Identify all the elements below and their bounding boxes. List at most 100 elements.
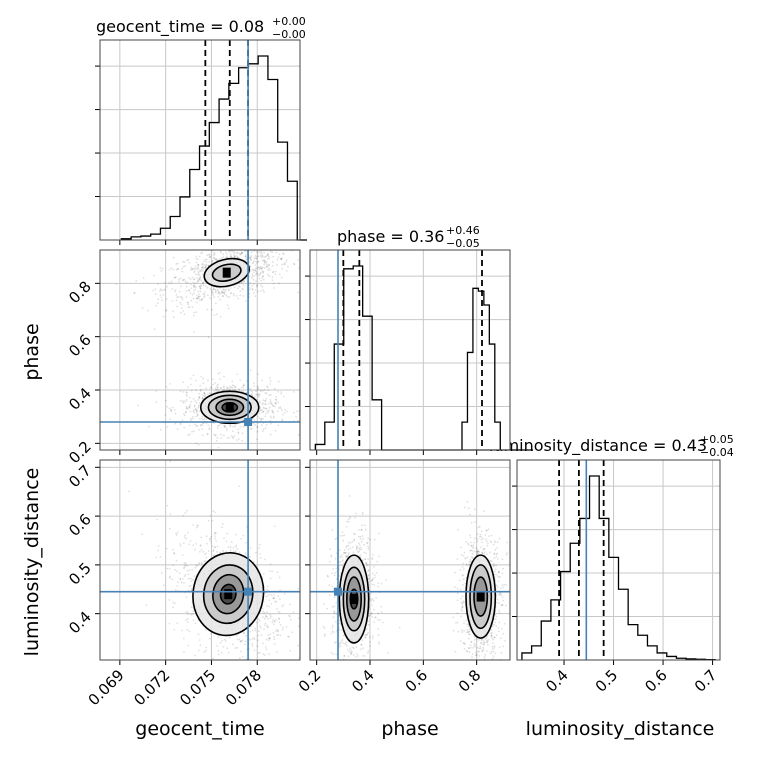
density-geocent-time-vs-phase-point: [185, 285, 188, 288]
density-phase-vs-luminosity-distance-point: [463, 506, 466, 509]
density-phase-vs-luminosity-distance-point: [495, 625, 498, 627]
density-geocent-time-vs-luminosity-distance-point: [171, 578, 174, 581]
density-geocent-time-vs-luminosity-distance-point: [224, 638, 226, 641]
density-phase-vs-luminosity-distance-point: [367, 545, 369, 548]
density-geocent-time-vs-phase-point: [198, 285, 201, 288]
density-geocent-time-vs-phase-point: [292, 411, 295, 414]
density-geocent-time-vs-luminosity-distance-point: [264, 654, 266, 656]
density-geocent-time-vs-luminosity-distance-point: [183, 566, 186, 569]
density-geocent-time-vs-phase-point: [194, 400, 197, 402]
density-geocent-time-vs-phase-point: [217, 386, 219, 388]
density-geocent-time-vs-phase-point: [191, 276, 194, 279]
density-phase-vs-luminosity-distance-point: [466, 629, 469, 631]
density-geocent-time-vs-phase-point: [295, 415, 297, 418]
density-geocent-time-vs-phase-point: [269, 380, 272, 382]
density-geocent-time-vs-phase-point: [189, 278, 192, 281]
density-geocent-time-vs-phase-point: [236, 252, 238, 255]
density-geocent-time-vs-luminosity-distance-point: [235, 544, 237, 547]
density-geocent-time-vs-phase-point: [279, 407, 282, 410]
density-geocent-time-vs-luminosity-distance-point: [216, 551, 218, 553]
density-geocent-time-vs-phase-point: [183, 261, 186, 263]
density-phase-vs-luminosity-distance-point: [371, 583, 373, 586]
density-geocent-time-vs-phase-point: [260, 279, 262, 282]
density-phase-vs-luminosity-distance-point: [369, 593, 372, 595]
density-geocent-time-vs-phase-point: [233, 254, 236, 257]
density-geocent-time-vs-luminosity-distance-point: [213, 546, 216, 549]
density-geocent-time-vs-luminosity-distance-point: [205, 552, 208, 555]
density-geocent-time-vs-phase-point: [115, 283, 118, 285]
density-geocent-time-vs-luminosity-distance-point: [128, 490, 131, 493]
density-phase-vs-luminosity-distance-point: [499, 592, 502, 595]
density-geocent-time-vs-phase-point: [269, 383, 272, 385]
density-phase-vs-luminosity-distance-point: [345, 555, 347, 558]
density-phase-vs-luminosity-distance-point: [458, 579, 461, 582]
density-geocent-time-vs-phase-point: [170, 280, 173, 283]
xtick-label-luminosity-distance-3: 0.7: [691, 666, 721, 696]
density-geocent-time-vs-phase-point: [263, 256, 266, 258]
density-geocent-time-vs-phase-point: [209, 255, 212, 258]
density-geocent-time-vs-phase-point: [201, 424, 204, 426]
density-geocent-time-vs-phase-point: [232, 430, 234, 433]
density-geocent-time-vs-phase-point: [201, 428, 204, 430]
density-geocent-time-vs-phase-point: [195, 311, 198, 313]
density-geocent-time-vs-luminosity-distance-point: [266, 626, 269, 629]
density-phase-vs-luminosity-distance-point: [489, 632, 492, 634]
density-phase-vs-luminosity-distance-point: [480, 530, 483, 533]
density-geocent-time-vs-luminosity-distance-point: [269, 637, 271, 640]
density-phase-vs-luminosity-distance-point: [371, 579, 374, 581]
density-phase-vs-luminosity-distance-point: [361, 655, 364, 657]
density-geocent-time-vs-phase-point: [252, 382, 255, 385]
density-geocent-time-vs-luminosity-distance-point: [270, 594, 273, 597]
density-geocent-time-vs-phase-point: [259, 417, 262, 420]
density-phase-vs-luminosity-distance-point: [496, 552, 499, 555]
density-geocent-time-vs-phase-point: [196, 412, 199, 415]
density-geocent-time-vs-luminosity-distance-point: [276, 634, 278, 636]
density-geocent-time-vs-phase-point: [207, 264, 210, 267]
density-phase-vs-luminosity-distance-point: [476, 533, 479, 535]
density-geocent-time-vs-luminosity-distance-point: [278, 617, 280, 620]
density-geocent-time-vs-phase-point: [220, 387, 223, 389]
density-geocent-time-vs-luminosity-distance-point: [282, 626, 284, 629]
density-phase-vs-luminosity-distance-point: [356, 545, 358, 548]
density-geocent-time-vs-phase-point: [192, 284, 195, 287]
density-geocent-time-vs-phase-point: [226, 436, 229, 439]
density-geocent-time-vs-phase-point: [157, 298, 160, 301]
density-geocent-time-vs-phase-point: [200, 299, 203, 301]
density-phase-vs-luminosity-distance-point: [496, 546, 498, 549]
density-phase-vs-luminosity-distance-point: [360, 548, 363, 551]
density-geocent-time-vs-phase-point: [193, 404, 196, 407]
density-phase-vs-luminosity-distance-point: [493, 564, 495, 567]
density-phase-vs-luminosity-distance-point: [469, 513, 471, 516]
density-geocent-time-vs-phase-peak-0: [222, 267, 231, 278]
density-phase-vs-luminosity-distance-point: [476, 551, 479, 554]
density-geocent-time-vs-phase-point: [223, 289, 226, 291]
density-geocent-time-vs-luminosity-distance-point: [217, 636, 220, 638]
density-geocent-time-vs-phase-point: [205, 418, 208, 421]
density-geocent-time-vs-phase-point: [264, 261, 266, 263]
density-geocent-time-vs-phase-point: [183, 313, 186, 316]
density-phase-vs-luminosity-distance-point: [339, 645, 342, 647]
density-geocent-time-vs-luminosity-distance-point: [263, 617, 266, 620]
density-geocent-time-vs-luminosity-distance-point: [194, 566, 197, 569]
density-geocent-time-vs-phase-point: [206, 286, 209, 289]
density-geocent-time-vs-phase-point: [225, 429, 228, 431]
density-geocent-time-vs-phase-point: [261, 270, 264, 272]
density-geocent-time-vs-phase-point: [297, 259, 299, 261]
density-geocent-time-vs-luminosity-distance-point: [242, 534, 245, 537]
density-geocent-time-vs-phase-point: [293, 263, 296, 266]
density-geocent-time-vs-phase-point: [285, 270, 288, 272]
density-geocent-time-vs-phase-peak-1: [225, 402, 234, 413]
density-geocent-time-vs-phase-point: [264, 415, 267, 417]
density-geocent-time-vs-phase-point: [216, 313, 218, 316]
density-geocent-time-vs-phase-point: [270, 416, 273, 419]
density-geocent-time-vs-luminosity-distance-point: [253, 637, 256, 639]
density-phase-vs-luminosity-distance-point: [468, 633, 470, 636]
density-geocent-time-vs-phase-point: [191, 430, 194, 433]
title-luminosity-distance-plus: +0.05: [700, 433, 734, 446]
density-geocent-time-vs-phase-point: [257, 255, 259, 257]
density-geocent-time-vs-luminosity-distance-point: [240, 650, 242, 653]
density-geocent-time-vs-phase-point: [195, 286, 197, 288]
density-phase-vs-luminosity-distance-point: [352, 654, 355, 656]
density-geocent-time-vs-phase-point: [248, 292, 251, 295]
density-phase-vs-luminosity-distance-point: [463, 643, 466, 645]
